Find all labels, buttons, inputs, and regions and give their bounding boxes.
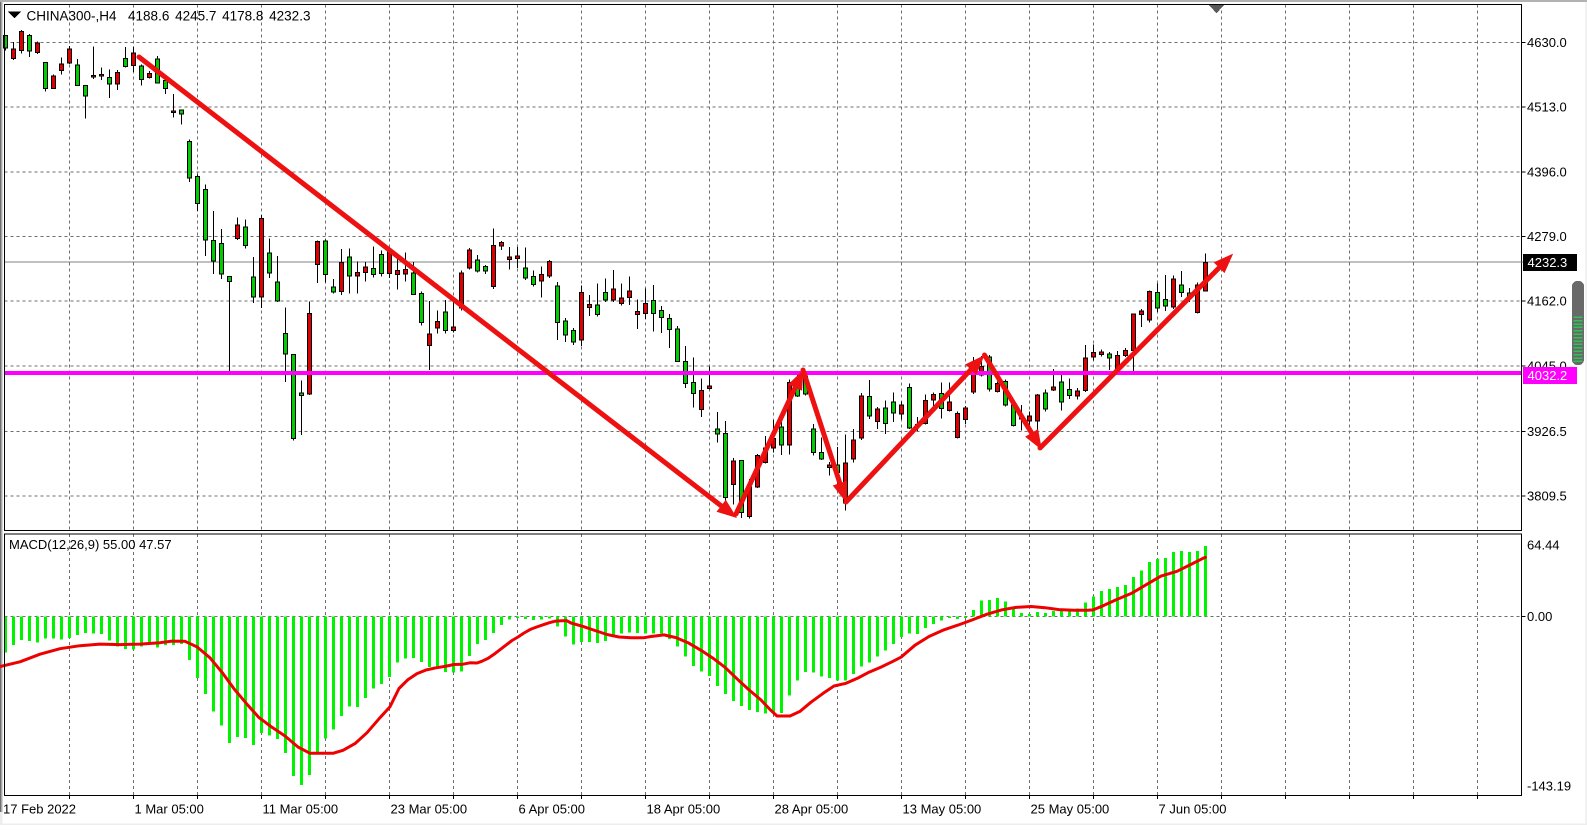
svg-text:4630.0: 4630.0 xyxy=(1527,35,1567,50)
svg-text:4232.3: 4232.3 xyxy=(1528,255,1568,270)
svg-text:1 Mar 05:00: 1 Mar 05:00 xyxy=(135,802,204,817)
svg-text:6 Apr 05:00: 6 Apr 05:00 xyxy=(519,802,586,817)
svg-text:64.44: 64.44 xyxy=(1527,538,1560,553)
svg-text:0.00: 0.00 xyxy=(1527,609,1552,624)
svg-text:4396.0: 4396.0 xyxy=(1527,164,1567,179)
svg-text:17 Feb 2022: 17 Feb 2022 xyxy=(3,802,76,817)
svg-text:4162.0: 4162.0 xyxy=(1527,294,1567,309)
svg-text:4032.2: 4032.2 xyxy=(1528,368,1568,383)
svg-text:4279.0: 4279.0 xyxy=(1527,229,1567,244)
svg-text:18 Apr 05:00: 18 Apr 05:00 xyxy=(647,802,721,817)
svg-text:3926.5: 3926.5 xyxy=(1527,424,1567,439)
svg-text:4513.0: 4513.0 xyxy=(1527,100,1567,115)
svg-text:28 Apr 05:00: 28 Apr 05:00 xyxy=(775,802,849,817)
svg-text:25 May 05:00: 25 May 05:00 xyxy=(1031,802,1110,817)
svg-text:-143.19: -143.19 xyxy=(1527,779,1571,794)
svg-text:MACD(12,26,9) 55.00 47.57: MACD(12,26,9) 55.00 47.57 xyxy=(9,537,172,552)
svg-text:11 Mar 05:00: 11 Mar 05:00 xyxy=(263,802,339,817)
svg-text:CHINA300-,H4 4188.6 4245.7 41: CHINA300-,H4 4188.6 4245.7 4178.8 4232.3 xyxy=(27,9,311,24)
svg-text:7 Jun 05:00: 7 Jun 05:00 xyxy=(1159,802,1227,817)
svg-text:23 Mar 05:00: 23 Mar 05:00 xyxy=(391,802,468,817)
svg-text:13 May 05:00: 13 May 05:00 xyxy=(903,802,982,817)
svg-text:3809.5: 3809.5 xyxy=(1527,489,1567,504)
